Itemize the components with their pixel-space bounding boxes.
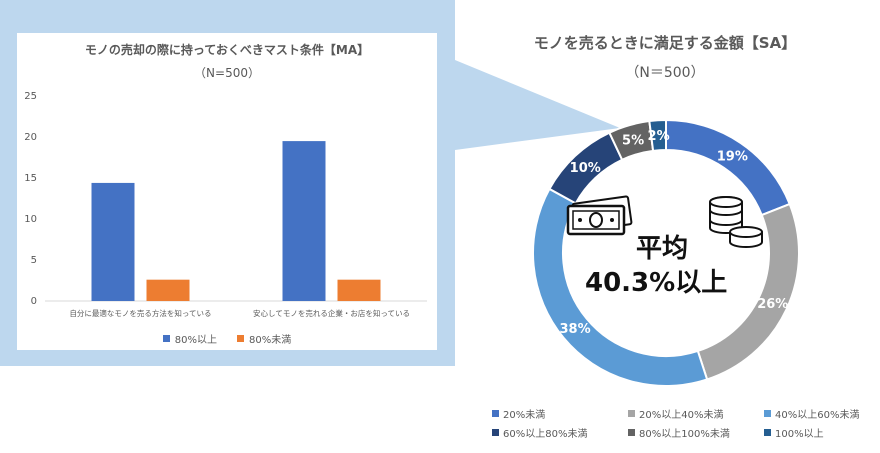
legend-swatch-80-over <box>162 335 170 342</box>
x-tick-label-1: 安心してモノを売れる企業・お店を知っている <box>253 308 410 318</box>
bar-chart-subtitle: （N=500） <box>194 66 260 80</box>
donut-legend-swatch-3 <box>492 429 499 436</box>
donut-legend-label-1: 20%以上40%未満 <box>639 410 724 421</box>
y-tick-label-2: 10 <box>24 214 37 225</box>
bar-0-0 <box>91 182 135 301</box>
legend-item-80-over: 80%以上 <box>162 331 217 346</box>
donut-legend-label-3: 60%以上80%未満 <box>503 429 588 440</box>
donut-legend-item-5: 100%以上 <box>764 425 880 440</box>
donut-center-label-top: 平均 <box>636 234 689 264</box>
donut-data-label-4: 5% <box>622 134 644 149</box>
donut-legend-label-2: 40%以上60%未満 <box>775 410 860 421</box>
banknote-icon <box>566 195 633 236</box>
bar-0-1 <box>146 279 190 301</box>
donut-chart-subtitle: （N＝500） <box>625 65 705 81</box>
donut-chart-legend: 20%未満 20%以上40%未満 40%以上60%未満 60%以上80%未満 80%以上… <box>492 406 880 440</box>
bar-chart-panel: 0 5 10 15 20 25 自分に最適なモノを売る方法を知っている 安心してモノを売れる企… <box>17 33 437 350</box>
y-tick-label-4: 20 <box>24 132 37 143</box>
donut-legend-label-0: 20%未満 <box>503 410 546 421</box>
donut-legend-label-5: 100%以上 <box>775 429 824 440</box>
bar-1-1 <box>337 279 381 301</box>
legend-item-80-under: 80%未満 <box>237 331 291 346</box>
donut-data-label-1: 26% <box>757 297 788 312</box>
bar-chart-legend: 80%以上 80%未満 <box>17 331 437 346</box>
legend-label-80-over: 80%以上 <box>174 335 217 346</box>
y-tick-label-0: 0 <box>31 296 37 307</box>
bar-chart-title: モノの売却の際に持っておくべきマスト条件【MA】 <box>84 43 370 57</box>
donut-legend-swatch-5 <box>764 429 771 436</box>
y-tick-label-5: 25 <box>24 91 37 102</box>
donut-slice-5 <box>648 118 667 152</box>
donut-data-label-3: 10% <box>570 161 601 176</box>
donut-data-label-0: 19% <box>717 149 748 164</box>
x-tick-label-0: 自分に最適なモノを売る方法を知っている <box>69 308 211 318</box>
donut-legend-item-4: 80%以上100%未満 <box>628 425 764 440</box>
donut-chart-title: モノを売るときに満足する金額【SA】 <box>533 34 797 52</box>
donut-legend-item-1: 20%以上40%未満 <box>628 406 764 421</box>
donut-legend-item-2: 40%以上60%未満 <box>764 406 880 421</box>
legend-swatch-80-under <box>237 335 244 342</box>
coins-icon <box>709 196 763 248</box>
donut-data-label-2: 38% <box>560 322 591 337</box>
donut-data-label-5: 2% <box>648 129 670 144</box>
donut-legend-label-4: 80%以上100%未満 <box>639 429 730 440</box>
bar-1-0 <box>282 141 326 301</box>
legend-label-80-under: 80%未満 <box>249 335 292 346</box>
donut-legend-swatch-2 <box>764 410 771 417</box>
donut-center-label-bottom: 40.3%以上 <box>585 268 728 298</box>
donut-legend-item-3: 60%以上80%未満 <box>492 425 628 440</box>
y-tick-label-1: 5 <box>31 255 37 266</box>
y-tick-label-3: 15 <box>24 173 37 184</box>
donut-legend-swatch-4 <box>628 429 635 436</box>
bar-chart-plot: 0 5 10 15 20 25 自分に最適なモノを売る方法を知っている 安心してモノを売れる企… <box>24 91 427 318</box>
donut-legend-swatch-1 <box>628 410 635 417</box>
donut-legend-item-0: 20%未満 <box>492 406 628 421</box>
donut-legend-swatch-0 <box>492 410 499 417</box>
